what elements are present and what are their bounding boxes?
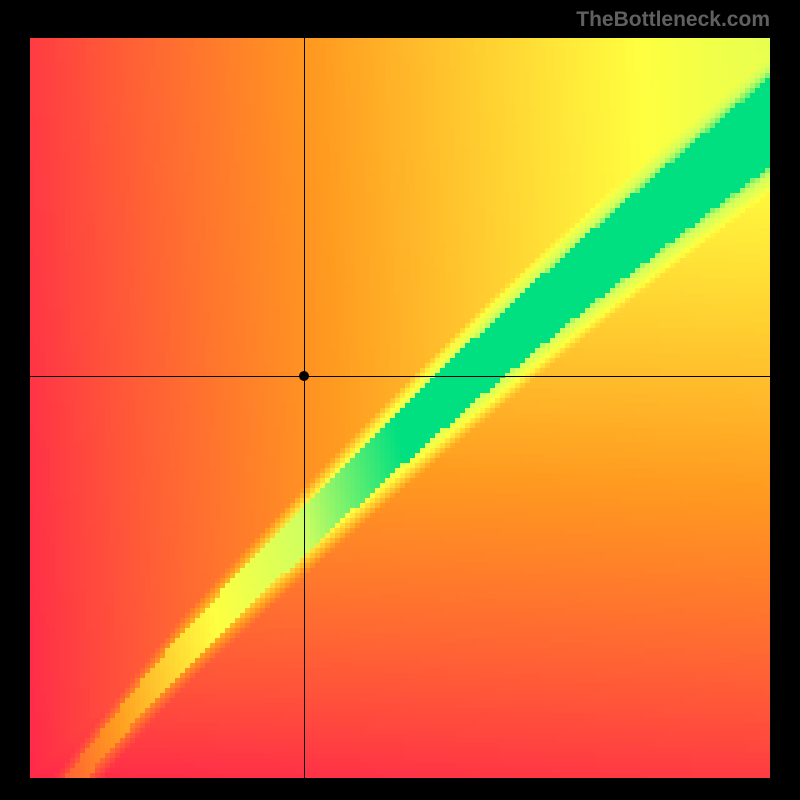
crosshair-vertical <box>304 38 305 778</box>
crosshair-horizontal <box>30 376 770 377</box>
heatmap-canvas <box>30 38 770 778</box>
marker-dot <box>299 371 309 381</box>
plot-area <box>30 38 770 778</box>
attribution-label: TheBottleneck.com <box>576 8 770 32</box>
